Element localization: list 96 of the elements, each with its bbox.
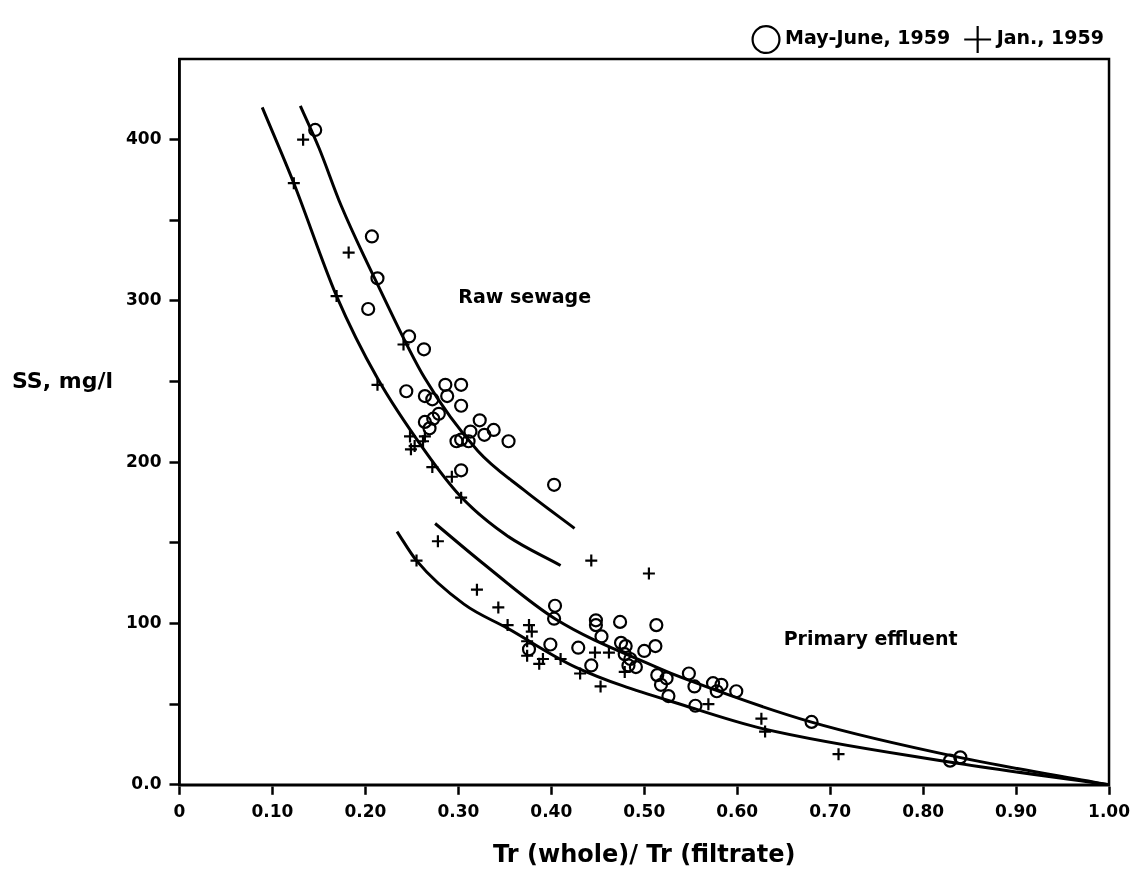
x-tick-label: 0 xyxy=(173,801,186,822)
point xyxy=(587,645,603,660)
point xyxy=(472,413,487,428)
point xyxy=(361,301,376,317)
y-tick-label: 100 xyxy=(125,611,162,632)
x-tick-label: 0.50 xyxy=(623,801,666,822)
point xyxy=(416,342,432,357)
point xyxy=(521,642,537,657)
point xyxy=(469,582,485,597)
point xyxy=(444,469,459,484)
point xyxy=(688,698,703,713)
point xyxy=(601,645,617,660)
point xyxy=(486,422,501,438)
y-tick-label: 200 xyxy=(125,450,162,471)
point xyxy=(430,534,445,549)
point xyxy=(454,432,469,447)
point xyxy=(308,122,323,138)
point xyxy=(653,677,669,692)
point xyxy=(701,697,716,712)
annotation: Primary effluent xyxy=(783,626,958,649)
point xyxy=(804,714,819,729)
point xyxy=(546,477,562,492)
point xyxy=(593,679,608,694)
x-tick-label: 0.80 xyxy=(902,801,945,822)
point xyxy=(477,427,492,442)
point xyxy=(417,388,432,404)
point xyxy=(709,684,724,699)
x-axis-title: Tr (whole)/ Tr (filtrate) xyxy=(493,839,796,868)
point xyxy=(370,271,385,286)
point xyxy=(401,329,417,344)
point xyxy=(438,377,453,392)
point xyxy=(613,635,629,650)
x-tick-label: 0.30 xyxy=(437,801,480,822)
point xyxy=(422,421,437,436)
point xyxy=(942,753,958,768)
point xyxy=(714,677,729,692)
point xyxy=(449,434,464,449)
annotation: Raw sewage xyxy=(458,285,592,308)
point xyxy=(364,229,379,244)
point xyxy=(681,666,696,681)
point xyxy=(628,659,643,675)
point xyxy=(296,132,311,147)
point xyxy=(454,377,469,392)
point xyxy=(953,750,968,765)
point xyxy=(650,668,665,683)
point xyxy=(399,384,414,399)
point xyxy=(612,614,628,629)
point xyxy=(588,618,604,633)
point xyxy=(546,611,562,626)
y-tick-label: 400 xyxy=(125,128,162,149)
y-tick-label: 300 xyxy=(125,289,162,310)
point xyxy=(594,629,609,644)
point xyxy=(463,424,478,439)
point xyxy=(617,647,632,662)
x-tick-label: 0.90 xyxy=(995,801,1038,822)
x-tick-label: 0.40 xyxy=(530,801,573,822)
point xyxy=(584,553,599,568)
x-tick-label: 0.60 xyxy=(716,801,759,822)
y-axis-title: SS, mg/l xyxy=(12,367,113,393)
point xyxy=(584,658,599,673)
point xyxy=(621,658,636,673)
point xyxy=(831,747,846,762)
point xyxy=(618,638,633,654)
point xyxy=(440,388,455,404)
legend-label: May-June, 1959 xyxy=(785,26,951,49)
point xyxy=(454,463,469,478)
x-tick-label: 1.00 xyxy=(1088,801,1131,822)
point xyxy=(649,618,664,633)
point xyxy=(661,688,676,704)
point xyxy=(754,711,769,726)
x-tick-label: 0.70 xyxy=(809,801,852,822)
point xyxy=(588,613,604,628)
point xyxy=(641,566,657,581)
point xyxy=(637,643,652,659)
x-tick-label: 0.10 xyxy=(251,801,294,822)
point xyxy=(623,651,638,667)
point xyxy=(431,406,446,421)
point xyxy=(491,600,506,615)
point xyxy=(417,414,432,429)
point xyxy=(705,676,721,691)
point xyxy=(461,434,476,449)
point xyxy=(341,245,356,260)
point xyxy=(648,638,663,654)
point xyxy=(547,598,563,613)
point xyxy=(659,671,674,686)
point xyxy=(501,434,516,449)
y-tick-label: 0.0 xyxy=(131,773,162,794)
point xyxy=(454,398,469,413)
point xyxy=(729,684,744,699)
point xyxy=(426,411,441,426)
point xyxy=(687,679,702,694)
point xyxy=(543,637,558,652)
x-tick-label: 0.20 xyxy=(344,801,387,822)
legend-label: Jan., 1959 xyxy=(994,26,1105,49)
point xyxy=(571,640,586,655)
point xyxy=(425,392,440,407)
